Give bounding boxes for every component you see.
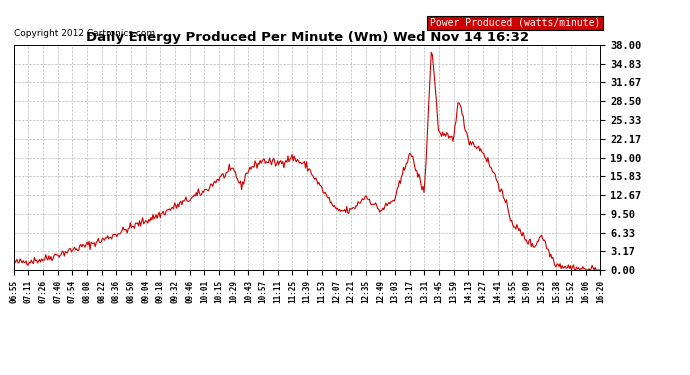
Title: Daily Energy Produced Per Minute (Wm) Wed Nov 14 16:32: Daily Energy Produced Per Minute (Wm) We… xyxy=(86,31,529,44)
Text: Copyright 2012 Cartronics.com: Copyright 2012 Cartronics.com xyxy=(14,28,155,38)
Text: Power Produced (watts/minute): Power Produced (watts/minute) xyxy=(430,18,600,28)
